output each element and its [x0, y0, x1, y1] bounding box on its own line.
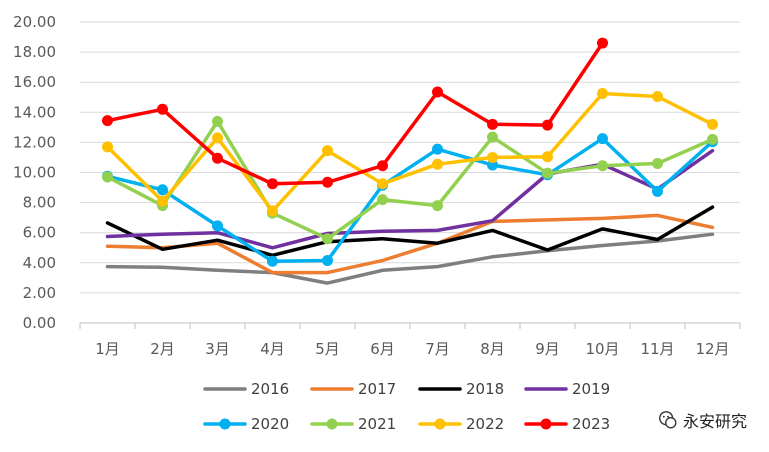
y-tick-label: 8.00: [23, 194, 56, 212]
legend-label-2016: 2016: [251, 380, 289, 398]
series-line-2020: [105, 136, 715, 264]
wechat-icon: [659, 411, 677, 429]
series-line-2016: [105, 232, 715, 285]
data-point-2021: [212, 115, 223, 127]
y-tick-label: 18.00: [13, 43, 56, 61]
data-point-2020: [322, 255, 333, 267]
legend-marker-2020: [219, 418, 231, 430]
data-point-2023: [157, 103, 168, 115]
legend-label-2017: 2017: [358, 380, 396, 398]
data-point-2022: [377, 178, 388, 190]
legend-label-2020: 2020: [251, 415, 289, 433]
data-point-2020: [157, 184, 168, 196]
data-point-2021: [542, 167, 553, 179]
data-point-2023: [597, 37, 608, 49]
data-point-2022: [432, 158, 443, 170]
data-point-2021: [652, 157, 663, 169]
x-tick-label: 11月: [640, 340, 674, 358]
legend-label-2019: 2019: [572, 380, 610, 398]
x-tick-label: 2月: [150, 340, 175, 358]
data-point-2023: [432, 86, 443, 98]
watermark-text: 永安研究: [682, 412, 747, 431]
legend-marker-2023: [540, 418, 552, 430]
data-point-2022: [487, 151, 498, 163]
y-tick-label: 2.00: [23, 284, 56, 302]
y-tick-label: 20.00: [13, 13, 56, 31]
data-point-2022: [597, 87, 608, 99]
data-point-2021: [102, 171, 113, 183]
data-point-2022: [157, 195, 168, 207]
data-point-2021: [487, 131, 498, 143]
legend-label-2023: 2023: [572, 415, 610, 433]
x-tick-label: 5月: [315, 340, 340, 358]
legend-marker-2022: [434, 418, 446, 430]
series-line-2018: [105, 205, 715, 258]
data-point-2022: [652, 90, 663, 102]
x-tick-label: 10月: [585, 340, 619, 358]
x-tick-label: 7月: [425, 340, 450, 358]
x-tick-label: 8月: [480, 340, 505, 358]
watermark: 永安研究: [657, 408, 747, 432]
data-point-2020: [432, 143, 443, 155]
data-point-2023: [377, 160, 388, 172]
legend-label-2021: 2021: [358, 415, 396, 433]
data-point-2022: [322, 145, 333, 157]
y-tick-label: 6.00: [23, 224, 56, 242]
series-line-2019: [105, 148, 715, 250]
data-point-2023: [542, 119, 553, 131]
x-tick-label: 4月: [260, 340, 285, 358]
x-tick-label: 6月: [370, 340, 395, 358]
y-tick-label: 12.00: [13, 133, 56, 151]
legend-marker-2021: [326, 418, 338, 430]
series-line-2017: [105, 213, 715, 275]
data-point-2022: [542, 151, 553, 163]
legend-label-2022: 2022: [466, 415, 504, 433]
y-tick-label: 14.00: [13, 103, 56, 121]
data-point-2023: [322, 176, 333, 188]
y-tick-label: 10.00: [13, 164, 56, 182]
data-point-2021: [432, 200, 443, 212]
data-point-2020: [267, 255, 278, 267]
y-tick-label: 0.00: [23, 314, 56, 332]
data-point-2020: [212, 220, 223, 232]
data-point-2023: [102, 115, 113, 127]
data-point-2022: [707, 118, 718, 130]
data-point-2020: [652, 185, 663, 197]
series-line-2021: [105, 119, 715, 241]
y-tick-label: 4.00: [23, 254, 56, 272]
data-point-2021: [377, 194, 388, 206]
series-line-2023: [105, 41, 605, 186]
data-point-2021: [597, 160, 608, 172]
data-point-2020: [487, 159, 498, 171]
data-point-2023: [487, 118, 498, 130]
legend-label-2018: 2018: [466, 380, 504, 398]
x-tick-label: 1月: [95, 340, 120, 358]
x-tick-label: 3月: [205, 340, 230, 358]
data-point-2021: [322, 233, 333, 245]
y-tick-label: 16.00: [13, 73, 56, 91]
data-point-2022: [102, 141, 113, 153]
data-point-2022: [267, 205, 278, 217]
x-tick-label: 9月: [535, 340, 560, 358]
data-point-2023: [212, 152, 223, 164]
data-point-2022: [212, 132, 223, 144]
x-tick-label: 12月: [695, 340, 729, 358]
data-point-2020: [597, 133, 608, 145]
data-point-2023: [267, 178, 278, 190]
data-point-2021: [707, 133, 718, 145]
